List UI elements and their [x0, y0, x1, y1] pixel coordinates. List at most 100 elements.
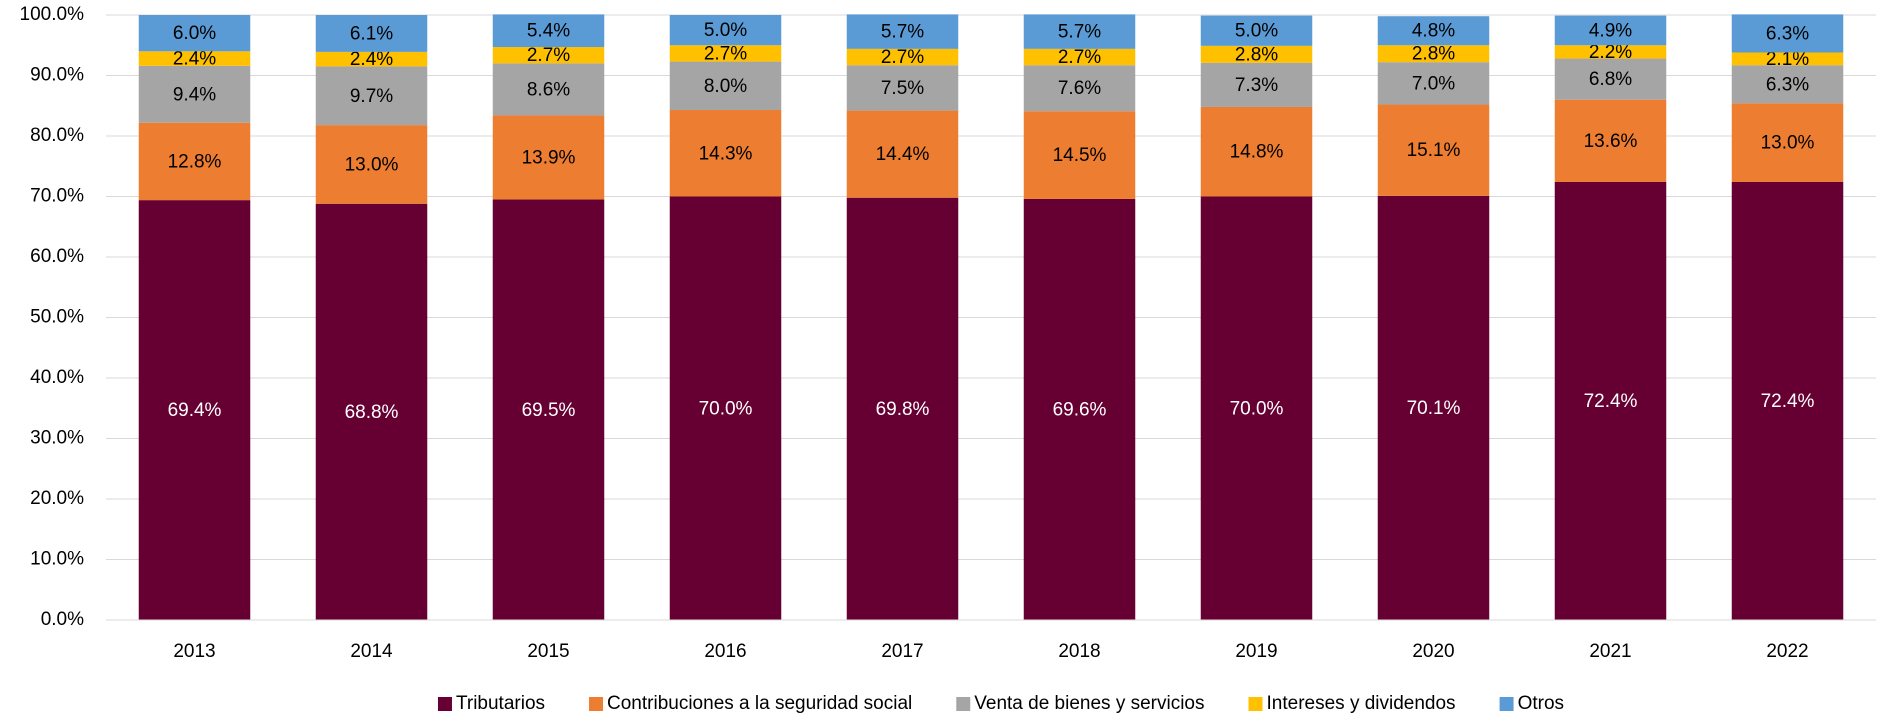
x-tick-label: 2014	[350, 641, 393, 662]
data-label: 69.8%	[876, 399, 930, 420]
data-label: 69.4%	[168, 400, 222, 421]
bar-segment	[315, 203, 428, 620]
data-label: 5.0%	[704, 20, 747, 41]
data-label: 4.8%	[1412, 21, 1455, 42]
data-label: 8.0%	[704, 76, 747, 97]
data-label: 2.7%	[527, 45, 570, 66]
y-tick-label: 0.0%	[41, 609, 84, 630]
y-tick-label: 30.0%	[30, 428, 84, 449]
data-label: 6.8%	[1589, 69, 1632, 90]
data-label: 5.7%	[1058, 22, 1101, 43]
data-label: 13.0%	[345, 154, 399, 175]
bar-segment	[1731, 14, 1844, 53]
y-tick-label: 100.0%	[20, 4, 85, 25]
x-tick-label: 2013	[173, 641, 215, 662]
y-tick-label: 90.0%	[30, 65, 84, 86]
bar-segment	[1023, 111, 1136, 199]
bar-segment	[669, 196, 782, 620]
bar-segment	[669, 15, 782, 46]
bar-segment	[492, 47, 605, 64]
bar-segment	[1200, 45, 1313, 63]
bar-segment	[1023, 48, 1136, 66]
bar-segment	[1200, 15, 1313, 46]
data-label: 2.7%	[1058, 47, 1101, 68]
x-tick-label: 2018	[1058, 641, 1100, 662]
data-label: 13.0%	[1761, 133, 1815, 154]
y-tick-label: 70.0%	[30, 186, 84, 207]
y-tick-label: 40.0%	[30, 367, 84, 388]
data-label: 2.2%	[1589, 42, 1632, 63]
data-label: 9.7%	[350, 86, 393, 107]
data-label: 6.3%	[1766, 74, 1809, 95]
bar-segment	[315, 51, 428, 67]
data-label: 72.4%	[1761, 391, 1815, 412]
data-label: 70.0%	[699, 398, 753, 419]
bar-segment	[1554, 15, 1667, 46]
data-label: 5.4%	[527, 21, 570, 42]
x-tick-label: 2021	[1589, 641, 1631, 662]
y-tick-label: 10.0%	[30, 549, 84, 570]
bar-segment	[846, 65, 959, 111]
x-tick-label: 2017	[881, 641, 923, 662]
data-label: 14.3%	[699, 143, 753, 164]
x-tick-label: 2020	[1412, 641, 1454, 662]
bar-segment	[1377, 195, 1490, 620]
bar-segment	[138, 200, 251, 620]
legend-swatch	[437, 697, 452, 711]
bar-segment	[846, 110, 959, 198]
legend-label: Otros	[1518, 693, 1564, 714]
x-tick-label: 2015	[527, 641, 569, 662]
data-label: 4.9%	[1589, 20, 1632, 41]
data-label: 14.4%	[876, 144, 930, 165]
bar-segment	[1554, 58, 1667, 100]
bar-segment	[492, 115, 605, 200]
x-tick-label: 2019	[1235, 641, 1277, 662]
data-label: 9.4%	[173, 84, 216, 105]
y-tick-label: 60.0%	[30, 246, 84, 267]
data-label: 7.0%	[1412, 73, 1455, 94]
bar-segment	[1554, 181, 1667, 621]
bar-segment	[1377, 62, 1490, 105]
data-label: 68.8%	[345, 402, 399, 423]
bar-segment	[669, 109, 782, 197]
data-label: 5.0%	[1235, 21, 1278, 42]
data-label: 70.1%	[1407, 398, 1461, 419]
data-label: 2.1%	[1766, 49, 1809, 70]
y-tick-label: 80.0%	[30, 125, 84, 146]
legend-label: Tributarios	[456, 693, 545, 714]
data-label: 13.6%	[1584, 131, 1638, 152]
bar-segment	[1731, 52, 1844, 66]
data-label: 72.4%	[1584, 391, 1638, 412]
legend-swatch	[1499, 697, 1514, 711]
bar-segment	[138, 15, 251, 52]
legend-swatch	[1248, 697, 1263, 711]
bar-segment	[1200, 62, 1313, 107]
data-label: 6.0%	[173, 23, 216, 44]
data-label: 69.6%	[1053, 399, 1107, 420]
data-label: 14.5%	[1053, 145, 1107, 166]
bar-segment	[1023, 198, 1136, 621]
bar-segment	[315, 15, 428, 52]
data-label: 7.3%	[1235, 75, 1278, 96]
x-tick-label: 2022	[1766, 641, 1808, 662]
data-label: 70.0%	[1230, 398, 1284, 419]
bar-segment	[1377, 16, 1490, 46]
data-label: 13.9%	[522, 147, 576, 168]
data-label: 2.4%	[350, 49, 393, 70]
data-label: 8.6%	[527, 79, 570, 100]
bar-segment	[1023, 14, 1136, 49]
y-tick-label: 50.0%	[30, 307, 84, 328]
data-label: 7.5%	[881, 78, 924, 99]
data-label: 12.8%	[168, 151, 222, 172]
bar-segment	[1731, 65, 1844, 104]
legend-label: Venta de bienes y servicios	[974, 693, 1204, 714]
bar-segment	[1731, 181, 1844, 621]
bar-segment	[1554, 99, 1667, 182]
bar-segment	[1377, 104, 1490, 196]
data-label: 2.4%	[173, 49, 216, 70]
data-label: 6.1%	[350, 23, 393, 44]
data-label: 5.7%	[881, 22, 924, 43]
legend: Tributarios Contribuciones a la seguridad…	[437, 693, 1564, 714]
